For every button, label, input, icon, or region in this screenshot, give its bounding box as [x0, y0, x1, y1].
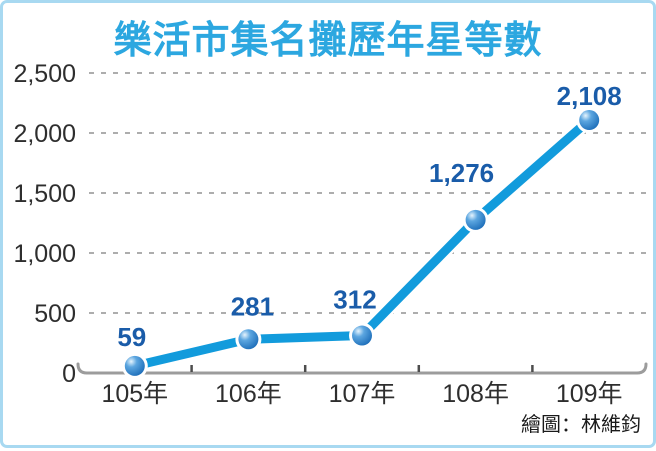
data-point-label: 312: [333, 285, 376, 315]
x-axis: [76, 362, 648, 375]
data-point-label: 281: [231, 291, 274, 321]
data-point-marker: [465, 209, 486, 230]
y-tick-label: 1,000: [13, 240, 76, 268]
y-tick-label: 2,500: [13, 60, 76, 88]
y-tick-label: 2,000: [13, 120, 76, 148]
chart-title: 樂活市集名攤歷年星等數: [113, 20, 543, 62]
data-point-marker: [124, 355, 145, 376]
y-tick-label: 500: [34, 300, 76, 328]
y-tick-label: 0: [62, 360, 76, 388]
data-point-label: 1,276: [429, 158, 494, 188]
x-tick-label: 108年: [442, 380, 509, 408]
x-tick-label: 106年: [215, 380, 282, 408]
y-tick-label: 1,500: [13, 180, 76, 208]
x-tick-label: 107年: [329, 380, 396, 408]
data-point-marker: [238, 329, 259, 350]
data-point-label: 59: [117, 322, 146, 352]
data-point-marker: [579, 110, 600, 131]
line-chart: 0 500 1,000 1,500 2,000 2,500 105年 106年 107年 108年…: [13, 60, 651, 408]
data-point-label: 2,108: [557, 81, 622, 111]
x-tick-label: 109年: [556, 380, 623, 408]
credit-text: 繪圖：林維鈞: [521, 414, 641, 436]
data-point-marker: [352, 325, 372, 346]
x-tick-label: 105年: [101, 380, 168, 408]
